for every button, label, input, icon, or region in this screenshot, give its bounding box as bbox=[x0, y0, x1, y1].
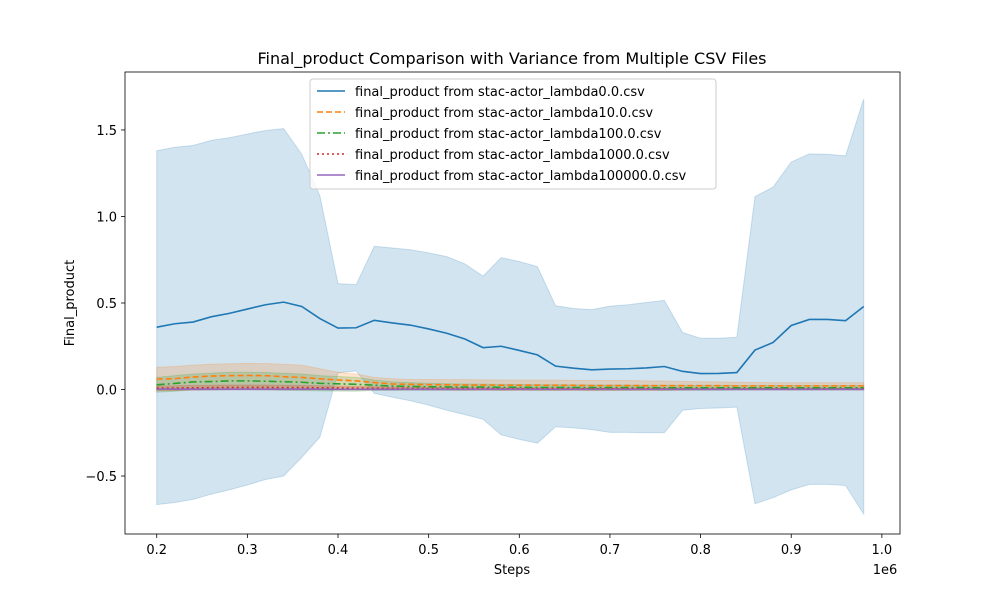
y-tick-label: 1.5 bbox=[96, 124, 117, 139]
y-tick-label: −0.5 bbox=[85, 470, 117, 485]
chart-title: Final_product Comparison with Variance f… bbox=[257, 49, 766, 69]
x-tick-label: 0.7 bbox=[600, 543, 621, 558]
x-tick-label: 0.6 bbox=[509, 543, 530, 558]
x-tick-label: 0.8 bbox=[690, 543, 711, 558]
legend-label-3: final_product from stac-actor_lambda1000… bbox=[355, 148, 670, 163]
x-axis: 0.2 0.3 0.4 0.5 0.6 0.7 0.8 0.9 1.0 bbox=[146, 534, 892, 558]
legend-label-1: final_product from stac-actor_lambda10.0… bbox=[355, 106, 653, 121]
y-tick-label: 1.0 bbox=[96, 210, 117, 225]
y-tick-label: 0.5 bbox=[96, 297, 117, 312]
legend-box bbox=[309, 78, 717, 190]
variance-band-0 bbox=[156, 98, 865, 516]
legend-label-4: final_product from stac-actor_lambda1000… bbox=[355, 169, 687, 184]
series-line-0 bbox=[156, 301, 865, 375]
y-axis: −0.5 0.0 0.5 1.0 1.5 bbox=[85, 124, 125, 485]
x-axis-offset-label: 1e6 bbox=[873, 563, 898, 578]
x-axis-label: Steps bbox=[494, 563, 531, 578]
x-tick-label: 0.5 bbox=[418, 543, 439, 558]
y-tick-label: 0.0 bbox=[96, 384, 117, 399]
y-axis-label: Final_product bbox=[63, 260, 78, 346]
legend-label-0: final_product from stac-actor_lambda0.0.… bbox=[355, 85, 645, 100]
x-tick-label: 1.0 bbox=[872, 543, 893, 558]
legend-label-2: final_product from stac-actor_lambda100.… bbox=[355, 127, 662, 142]
x-tick-label: 0.9 bbox=[781, 543, 802, 558]
x-tick-label: 0.4 bbox=[328, 543, 349, 558]
x-tick-label: 0.2 bbox=[146, 543, 167, 558]
series-line-1 bbox=[156, 374, 864, 387]
legend: final_product from stac-actor_lambda0.0.… bbox=[309, 78, 717, 190]
series-line-2 bbox=[156, 380, 864, 389]
series-lines bbox=[156, 301, 865, 391]
x-tick-label: 0.3 bbox=[237, 543, 258, 558]
